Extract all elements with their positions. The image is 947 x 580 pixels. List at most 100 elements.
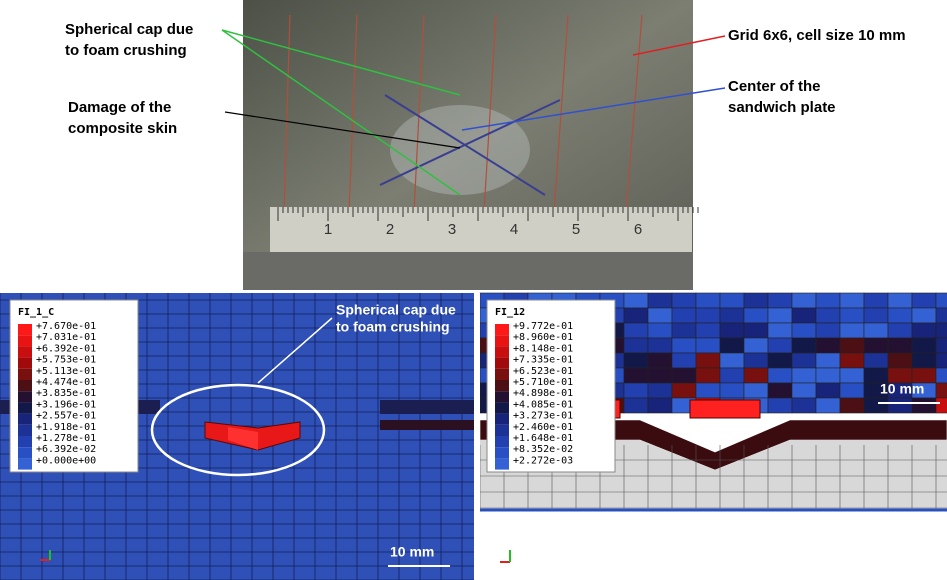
dark-cells (380, 420, 474, 430)
mesh-cell (768, 323, 792, 338)
mesh-cell (624, 383, 648, 398)
mesh-cell (744, 383, 768, 398)
mesh-cell (672, 338, 696, 353)
mesh-cell (864, 353, 888, 368)
legend-swatch (18, 391, 32, 402)
mesh-cell (672, 383, 696, 398)
mesh-cell (696, 338, 720, 353)
ruler-label: 6 (634, 221, 642, 238)
fail-cells (690, 400, 760, 418)
mesh-cell (744, 308, 768, 323)
annotation: to foam crushing (336, 319, 450, 335)
figure: 123456Spherical cap dueto foam crushingD… (0, 0, 947, 580)
legend-swatch (495, 391, 509, 402)
mesh-cell (888, 323, 912, 338)
mesh-cell (888, 398, 912, 413)
mesh-cell (744, 368, 768, 383)
legend-value: +6.523e-01 (513, 366, 573, 377)
legend-value: +7.335e-01 (513, 355, 573, 366)
legend-value: +7.031e-01 (36, 332, 96, 343)
legend-swatch (495, 358, 509, 369)
mesh-cell (792, 308, 816, 323)
legend-value: +7.670e-01 (36, 321, 96, 332)
legend-value: +8.352e-02 (513, 444, 573, 455)
mesh-cell (840, 308, 864, 323)
legend-swatch (495, 380, 509, 391)
mesh-cell (792, 293, 816, 308)
mesh-cell (888, 293, 912, 308)
mesh-cell (720, 323, 744, 338)
mesh-cell (792, 338, 816, 353)
annotation: composite skin (68, 120, 177, 137)
photo-glow (390, 105, 530, 195)
mesh-cell (624, 398, 648, 413)
legend-swatch (495, 369, 509, 380)
mesh-cell (888, 338, 912, 353)
mesh-cell (936, 368, 947, 383)
legend-swatch (18, 402, 32, 413)
mesh-cell (912, 323, 936, 338)
mesh-cell (840, 398, 864, 413)
mesh-cell (936, 338, 947, 353)
mesh-cell (768, 353, 792, 368)
mesh-cell (864, 323, 888, 338)
legend-value: +3.835e-01 (36, 388, 96, 399)
legend-value: +4.474e-01 (36, 377, 96, 388)
legend-swatch (495, 335, 509, 346)
dark-cells (380, 400, 474, 414)
mesh-cell (720, 368, 744, 383)
legend-swatch (495, 458, 509, 469)
mesh-cell (768, 383, 792, 398)
mesh-cell (624, 368, 648, 383)
mesh-cell (792, 323, 816, 338)
mesh-cell (936, 293, 947, 308)
mesh-cell (864, 338, 888, 353)
legend-swatch (18, 447, 32, 458)
mesh-cell (624, 338, 648, 353)
mesh-cell (624, 323, 648, 338)
mesh-cell (912, 353, 936, 368)
mesh-cell (792, 383, 816, 398)
legend-swatch (495, 436, 509, 447)
mesh-cell (768, 338, 792, 353)
mesh-cell (768, 398, 792, 413)
mesh-cell (744, 338, 768, 353)
mesh-cell (888, 353, 912, 368)
mesh-cell (816, 398, 840, 413)
mesh-cell (720, 338, 744, 353)
ruler-label: 5 (572, 221, 580, 238)
divider (474, 293, 480, 580)
mesh-cell (816, 338, 840, 353)
mesh-cell (648, 338, 672, 353)
mesh-cell (816, 383, 840, 398)
legend-swatch (495, 324, 509, 335)
annotation: to foam crushing (65, 42, 187, 59)
legend-swatch (18, 335, 32, 346)
mesh-cell (840, 323, 864, 338)
legend-swatch (495, 414, 509, 425)
legend-value: +1.648e-01 (513, 433, 573, 444)
page: {"photo":{"annotations":{"cap":["Spheric… (0, 0, 947, 580)
mesh-cell (648, 368, 672, 383)
legend-swatch (495, 346, 509, 357)
mesh-cell (864, 308, 888, 323)
legend-swatch (495, 402, 509, 413)
legend-swatch (18, 324, 32, 335)
mesh-cell (672, 353, 696, 368)
mesh-cell (648, 323, 672, 338)
legend-swatch (18, 380, 32, 391)
legend-value: +6.392e-02 (36, 444, 96, 455)
mesh-cell (720, 308, 744, 323)
scale-label: 10 mm (880, 381, 924, 397)
legend-value: +4.898e-01 (513, 388, 573, 399)
mesh-cell (888, 308, 912, 323)
ruler-label: 4 (510, 221, 518, 238)
mesh-cell (648, 293, 672, 308)
mesh-cell (696, 323, 720, 338)
ruler-label: 2 (386, 221, 394, 238)
legend-title: FI_1_C (18, 307, 54, 318)
mesh-cell (816, 368, 840, 383)
annotation: Center of the (728, 78, 821, 95)
mesh-cell (624, 308, 648, 323)
mesh-cell (936, 398, 947, 413)
